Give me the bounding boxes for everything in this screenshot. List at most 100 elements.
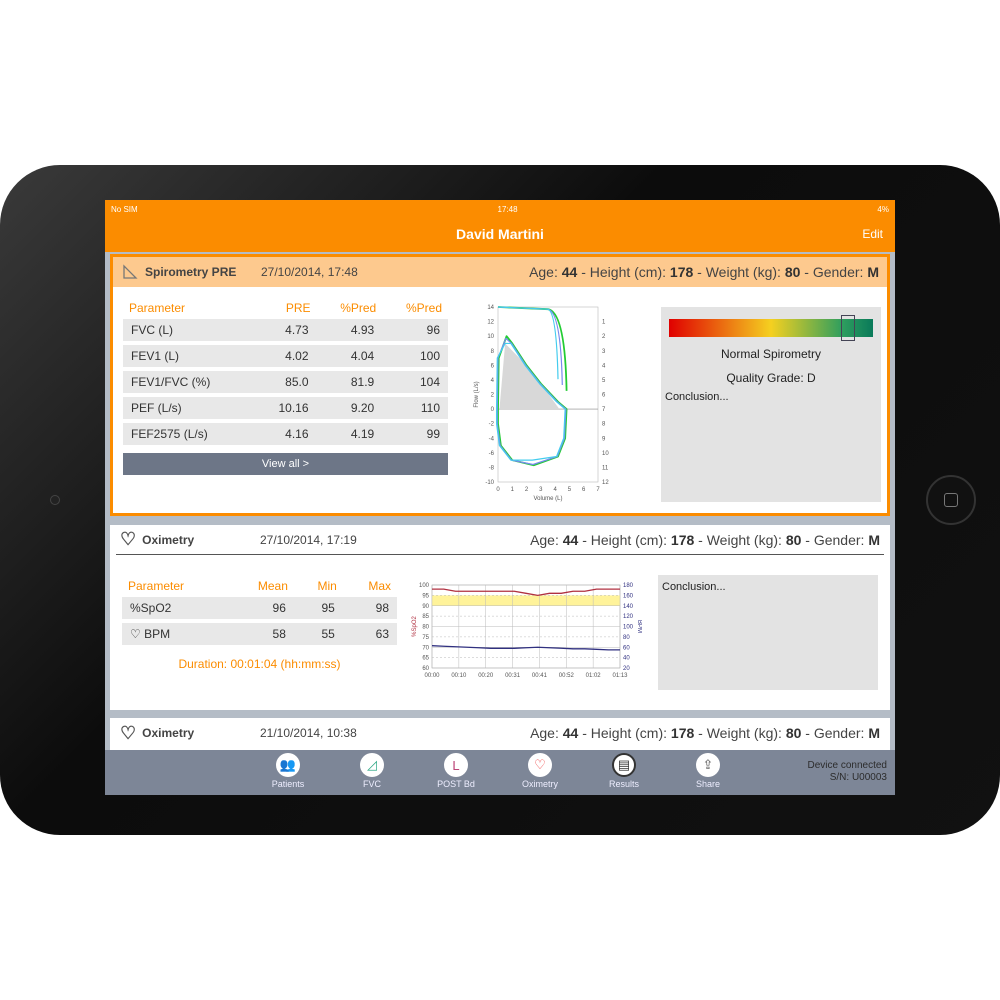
- y-tick: 60: [422, 666, 429, 672]
- table-cell: 4.04: [316, 345, 383, 367]
- y-tick: -2: [489, 422, 495, 428]
- card-header: ♡ Oximetry 21/10/2014, 10:38 Age: 44 - He…: [116, 718, 884, 748]
- table-cell: 110: [382, 397, 448, 419]
- column-header: %Pred: [405, 301, 442, 315]
- home-button[interactable]: [926, 475, 976, 525]
- column-header: Mean: [257, 579, 288, 593]
- oximetry-chart: 100 95 90 85 80 75 70 65 60 180 160 140 120 100 80 60 40…: [412, 583, 642, 679]
- y-tick: 4: [491, 378, 495, 384]
- heart-icon: ♡: [528, 753, 552, 777]
- table-cell: ♡ BPM: [122, 623, 229, 645]
- tab-oximetry[interactable]: ♡ Oximetry: [510, 753, 570, 789]
- table-row: FEV1/FVC (%) 85.0 81.9 104: [123, 371, 448, 393]
- device-status: Device connected S/N: U00003: [807, 760, 888, 783]
- x-tick: 00:20: [478, 673, 494, 679]
- table-cell: 55: [293, 623, 343, 645]
- spo2-line: [432, 588, 620, 597]
- y2-tick: 80: [623, 635, 630, 641]
- table-cell: 4.19: [316, 423, 383, 445]
- y-tick: 70: [422, 645, 429, 651]
- status-bar: No SIM 17:48 4%: [105, 200, 895, 218]
- y-tick: 2: [491, 393, 495, 399]
- spirometry-card[interactable]: Spirometry PRE 27/10/2014, 17:48 Age: 44…: [110, 254, 890, 516]
- y2-tick: 10: [602, 451, 609, 457]
- tab-post-bd[interactable]: L POST Bd: [426, 753, 486, 789]
- y2-tick: 9: [602, 436, 606, 442]
- y2-tick: 20: [623, 666, 630, 672]
- table-cell: 96: [382, 319, 448, 341]
- x-tick: 7: [596, 487, 600, 493]
- tab-fvc[interactable]: ◿ FVC: [342, 753, 402, 789]
- y-tick: 12: [487, 320, 494, 326]
- spirometry-table: Parameter PRE %Pred %Pred FVC (L) 4.73 4.93 96…: [123, 297, 448, 449]
- table-row: ♡ BPM 58 55 63: [122, 623, 397, 645]
- x-tick: 00:31: [505, 673, 521, 679]
- y-tick: 95: [422, 593, 429, 599]
- table-cell: 58: [228, 623, 294, 645]
- oximetry-card[interactable]: ♡ Oximetry 27/10/2014, 17:19 Age: 44 - He…: [110, 525, 890, 710]
- table-cell: 100: [382, 345, 448, 367]
- card-date: 27/10/2014, 17:19: [260, 532, 357, 547]
- edit-button[interactable]: Edit: [862, 227, 883, 241]
- y2-tick: 4: [602, 363, 606, 369]
- y-tick: -6: [489, 451, 495, 457]
- table-cell: 85.0: [253, 371, 317, 393]
- carrier: No SIM: [111, 204, 138, 214]
- flow-volume-curve: [495, 342, 566, 461]
- x-tick: 4: [553, 487, 557, 493]
- tab-results[interactable]: ▤ Results: [594, 753, 654, 789]
- table-cell: FEV1/FVC (%): [123, 371, 254, 393]
- tab-label: FVC: [363, 779, 381, 789]
- column-header: PRE: [285, 301, 311, 315]
- table-row: FVC (L) 4.73 4.93 96: [123, 319, 448, 341]
- y2-tick: 140: [623, 604, 634, 610]
- volume-time-curve: [497, 306, 559, 380]
- y2-tick: 120: [623, 614, 634, 620]
- y-tick: -4: [489, 436, 495, 442]
- tab-label: Share: [695, 779, 721, 789]
- conclusion[interactable]: Conclusion...: [658, 575, 878, 690]
- card-header: ♡ Oximetry 27/10/2014, 17:19 Age: 44 - He…: [116, 525, 884, 555]
- y2-tick: 3: [602, 349, 606, 355]
- x-tick: 0: [496, 487, 500, 493]
- card-title: Oximetry: [142, 726, 195, 740]
- y-tick: 0: [491, 407, 495, 413]
- battery: 4%: [877, 204, 889, 214]
- target-band: [432, 595, 620, 606]
- table-cell: 96: [228, 597, 294, 619]
- table-cell: 10.16: [253, 397, 317, 419]
- heart-icon: ♡: [120, 529, 137, 549]
- x-axis-label: Volume (L): [533, 496, 562, 502]
- y2-tick: 100: [623, 625, 634, 631]
- y2-tick: 40: [623, 656, 630, 662]
- tab-share[interactable]: ⇪ Share: [678, 753, 738, 789]
- table-cell: FEV1 (L): [123, 345, 254, 367]
- y-tick: 6: [491, 363, 495, 369]
- table-cell: 99: [382, 423, 448, 445]
- x-tick: 00:52: [559, 673, 575, 679]
- tab-patients[interactable]: 👥 Patients: [258, 753, 318, 789]
- table-cell: 4.16: [253, 423, 317, 445]
- view-all-button[interactable]: View all >: [123, 453, 448, 475]
- tab-label: Oximetry: [522, 779, 558, 789]
- y-tick: 75: [422, 635, 429, 641]
- y2-tick: 8: [602, 422, 606, 428]
- x-tick: 00:41: [532, 673, 548, 679]
- conclusion[interactable]: Conclusion...: [665, 391, 729, 403]
- table-cell: 95: [293, 597, 343, 619]
- fvc-icon: ◿: [360, 753, 384, 777]
- y2-tick: 6: [602, 393, 606, 399]
- oximetry-table-wrap: Parameter Mean Min Max %SpO2 96 95 98 ♡ BPM 58 55…: [122, 575, 397, 671]
- y2-tick: 1: [602, 320, 606, 326]
- predicted-area: [499, 343, 560, 410]
- results-icon: ▤: [612, 753, 636, 777]
- y2-tick: 160: [623, 593, 634, 599]
- x-tick: 3: [539, 487, 543, 493]
- quality-grade: Quality Grade: D: [726, 371, 816, 385]
- table-row: %SpO2 96 95 98: [122, 597, 397, 619]
- bpm-line: [431, 645, 620, 651]
- y-tick: -8: [489, 465, 495, 471]
- x-tick: 00:10: [451, 673, 467, 679]
- card-date: 27/10/2014, 17:48: [261, 265, 358, 279]
